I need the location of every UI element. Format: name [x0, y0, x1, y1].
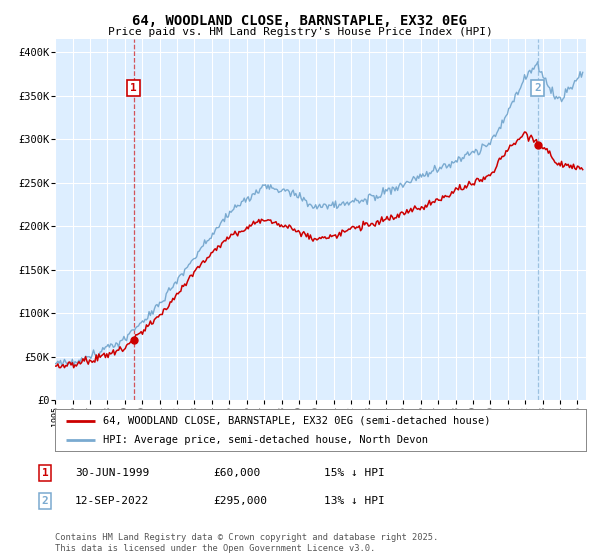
Text: Contains HM Land Registry data © Crown copyright and database right 2025.
This d: Contains HM Land Registry data © Crown c… [55, 533, 439, 553]
Text: 30-JUN-1999: 30-JUN-1999 [75, 468, 149, 478]
Text: 1: 1 [130, 83, 137, 93]
Text: 1: 1 [41, 468, 49, 478]
Text: 13% ↓ HPI: 13% ↓ HPI [324, 496, 385, 506]
Text: 64, WOODLAND CLOSE, BARNSTAPLE, EX32 0EG (semi-detached house): 64, WOODLAND CLOSE, BARNSTAPLE, EX32 0EG… [103, 416, 490, 426]
Text: HPI: Average price, semi-detached house, North Devon: HPI: Average price, semi-detached house,… [103, 435, 428, 445]
Text: 2: 2 [41, 496, 49, 506]
Text: Price paid vs. HM Land Registry's House Price Index (HPI): Price paid vs. HM Land Registry's House … [107, 27, 493, 38]
Text: 64, WOODLAND CLOSE, BARNSTAPLE, EX32 0EG: 64, WOODLAND CLOSE, BARNSTAPLE, EX32 0EG [133, 14, 467, 28]
Text: 15% ↓ HPI: 15% ↓ HPI [324, 468, 385, 478]
Text: 2: 2 [534, 83, 541, 93]
Text: £295,000: £295,000 [213, 496, 267, 506]
Text: 12-SEP-2022: 12-SEP-2022 [75, 496, 149, 506]
Text: £60,000: £60,000 [213, 468, 260, 478]
